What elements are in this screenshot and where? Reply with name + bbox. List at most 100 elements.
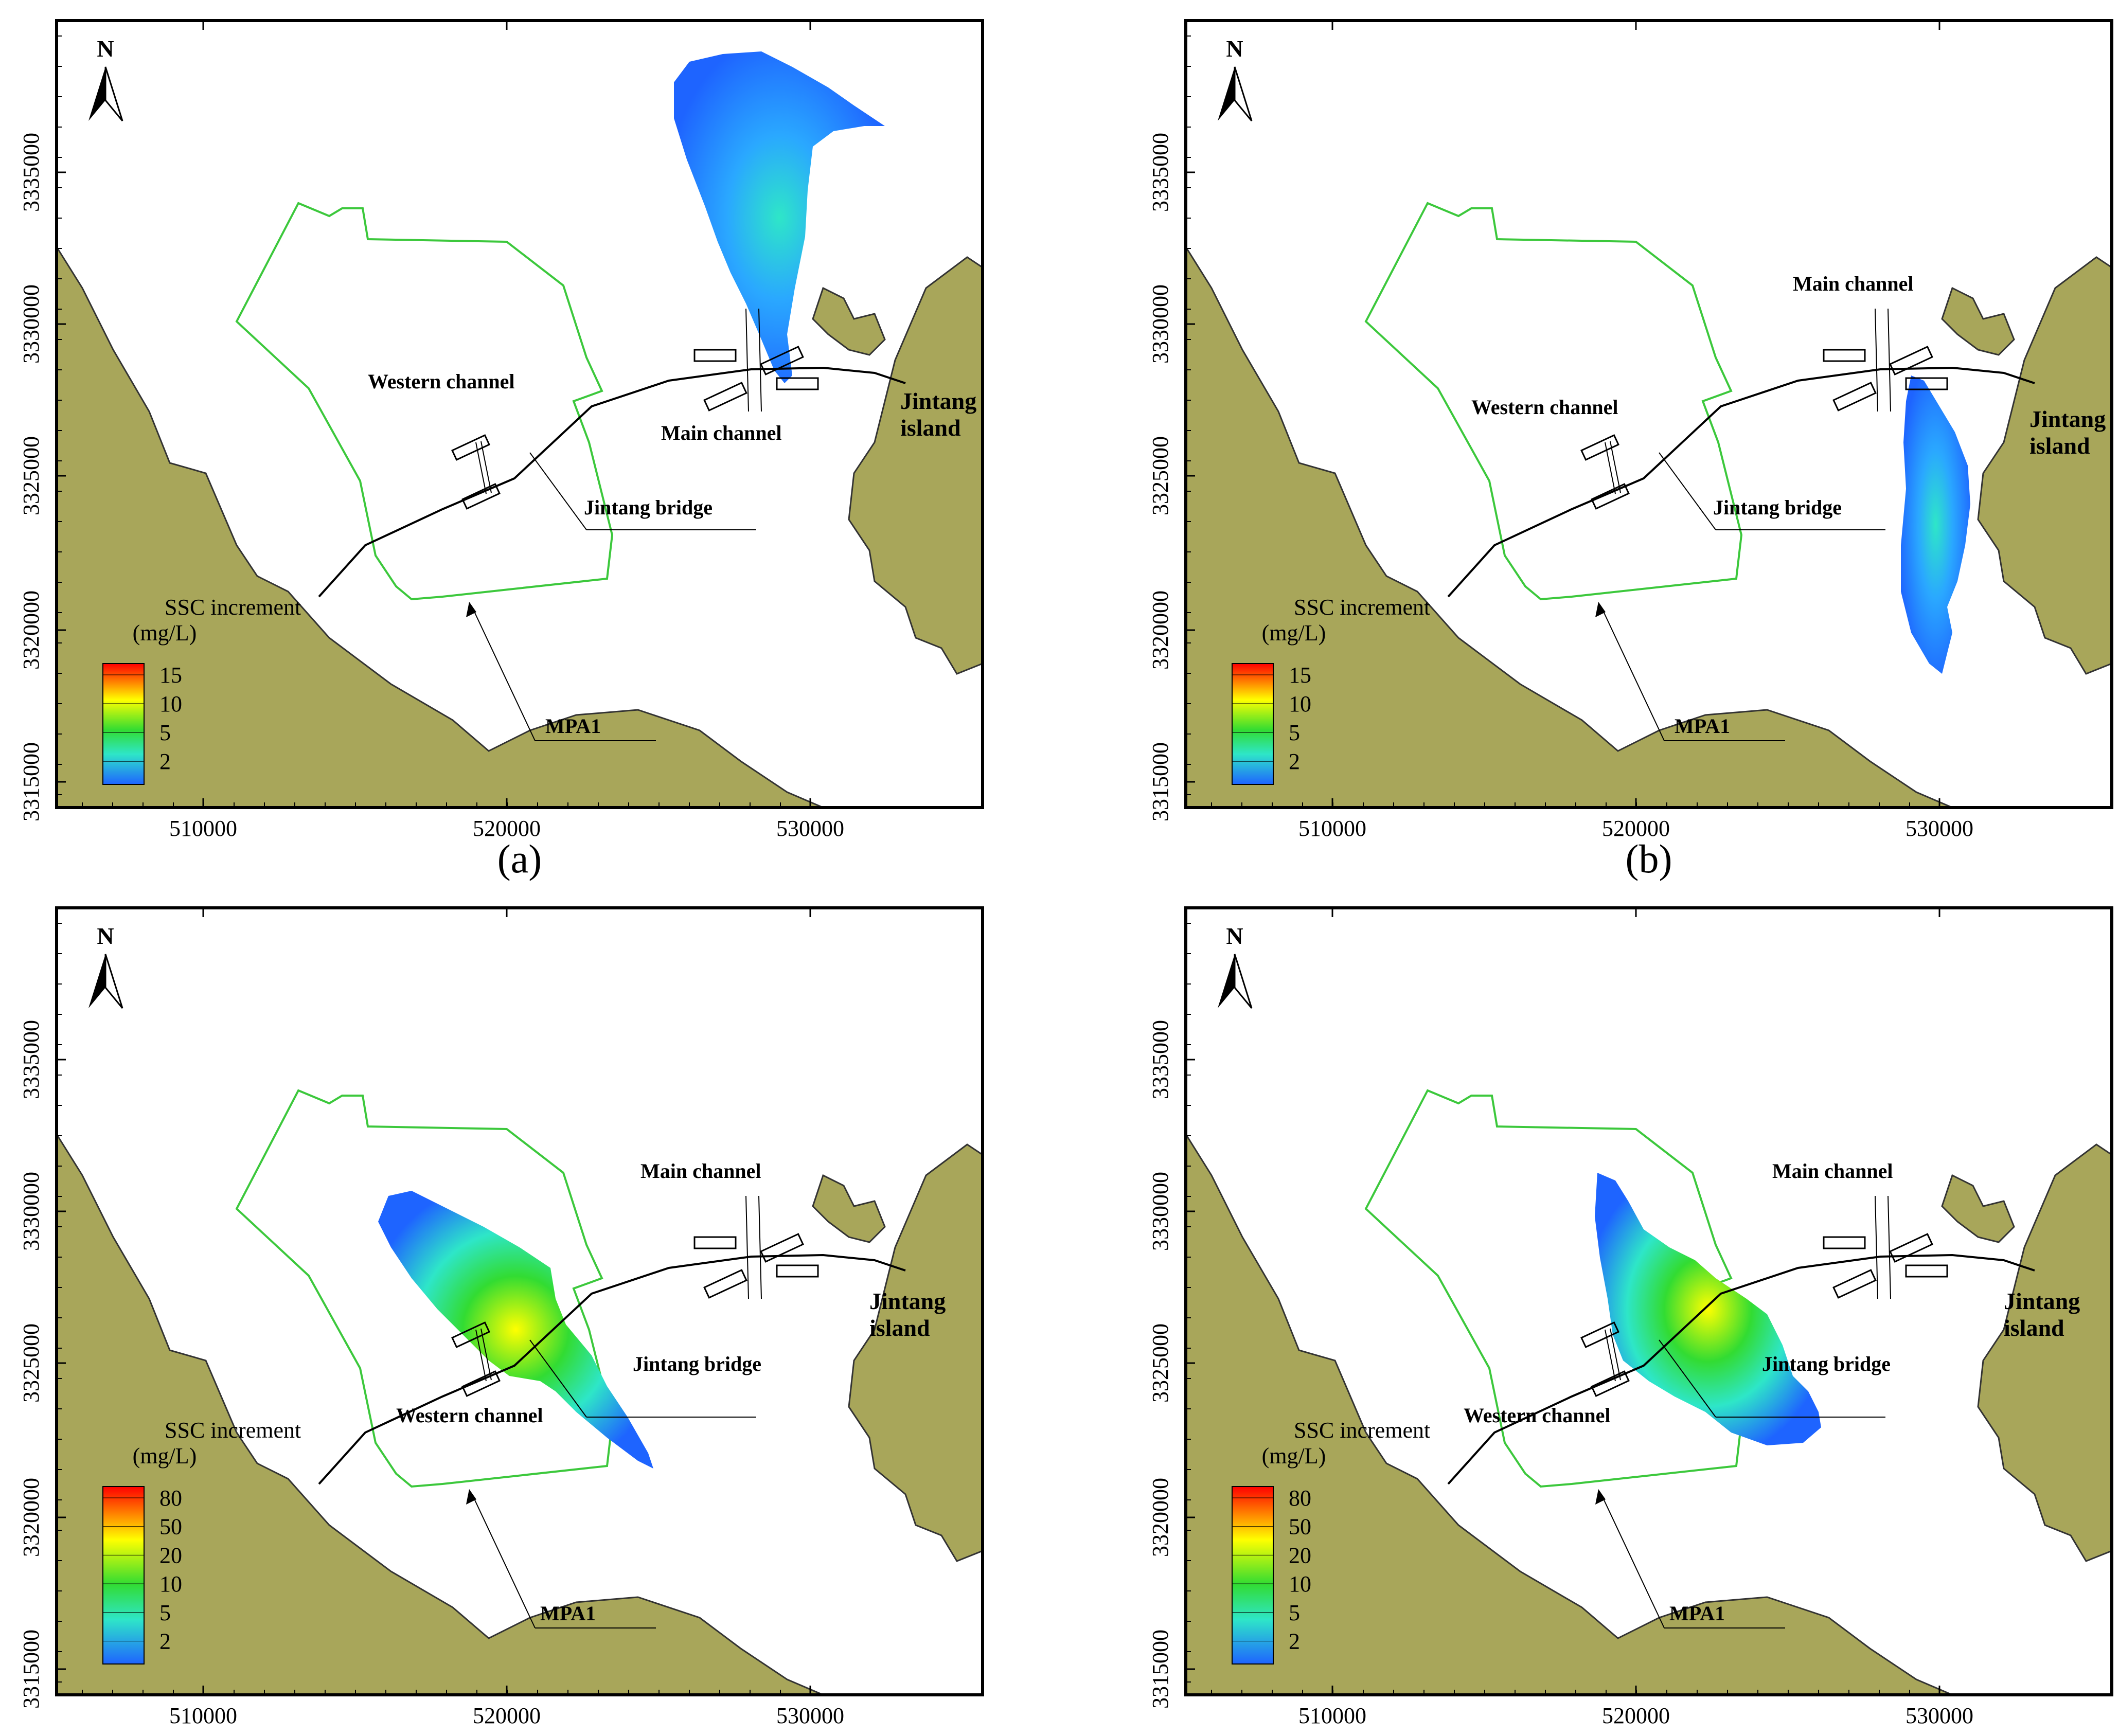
legend-colorbar [102,663,145,785]
y-tick-3335000: 3335000 [19,133,44,212]
y-tick-3320000: 3320000 [1148,590,1173,670]
legend-colorbar [1232,663,1274,785]
label-mpa1: MPA1 [1675,714,1730,738]
legend-label-10: 10 [159,1571,182,1597]
main-channel-pier [776,1264,819,1278]
legend-units: (mg/L) [1262,620,1326,646]
legend-label-50: 50 [1289,1514,1311,1540]
north-arrow-icon [88,954,105,1008]
mpa1-boundary [235,1089,614,1488]
label-western-channel: Western channel [1464,1404,1611,1427]
ssc-plume [378,1191,653,1469]
legend-label-50: 50 [159,1514,182,1540]
islet [1941,1174,2015,1243]
label-jintang-island-line2: island [2029,433,2090,459]
y-tick-3325000: 3325000 [19,1323,44,1403]
main-channel-pier [776,377,819,390]
y-tick-3325000: 3325000 [1148,1323,1173,1403]
main-channel-pier [703,382,747,411]
legend-colorbar [1232,1486,1274,1665]
label-western-channel: Western channel [368,370,515,393]
legend-label-5: 5 [159,1600,171,1625]
x-tick-510000: 510000 [1298,816,1366,841]
legend-label-5: 5 [1289,1600,1300,1625]
main-channel-pier [1889,1233,1933,1263]
y-tick-3330000: 3330000 [1148,1172,1173,1251]
jintang-island-land [1977,256,2112,675]
main-channel-pier [760,1233,804,1263]
legend-label-10: 10 [1289,691,1311,717]
x-tick-520000: 520000 [1602,1703,1670,1728]
y-tick-3315000: 3315000 [1148,742,1173,821]
y-tick-3320000: 3320000 [19,590,44,670]
jintang-bridge-line [318,366,906,598]
legend-title: SSC increment [165,1418,301,1443]
y-tick-3335000: 3335000 [19,1020,44,1099]
jintang-island-land [1977,1143,2112,1562]
main-channel-pier [1905,377,1948,390]
x-tick-510000: 510000 [1298,1703,1366,1728]
north-arrow-icon [1218,67,1235,121]
y-tick-3335000: 3335000 [1148,133,1173,212]
x-tick-530000: 530000 [1906,1703,1973,1728]
main-channel-pier [1832,1269,1877,1299]
legend-label-15: 15 [159,663,182,688]
jintang-bridge-line [1447,366,2035,598]
label-mpa1: MPA1 [545,714,601,738]
label-jintang-bridge: Jintang bridge [633,1352,761,1375]
y-tick-3315000: 3315000 [19,1630,44,1709]
label-western-channel: Western channel [396,1404,543,1427]
main-channel-pier [760,346,804,375]
label-main-channel: Main channel [1793,272,1913,295]
label-jintang-island-line2: island [2004,1315,2064,1341]
y-tick-3315000: 3315000 [19,742,44,821]
x-tick-530000: 530000 [776,1703,844,1728]
legend-label-80: 80 [159,1486,182,1511]
main-channel-pier [1823,349,1866,362]
jintang-bridge-line [1447,1254,2035,1485]
x-tick-530000: 530000 [776,816,844,841]
label-jintang-island-line1: Jintang [2029,406,2106,432]
y-tick-3315000: 3315000 [1148,1630,1173,1709]
y-tick-3320000: 3320000 [1148,1478,1173,1557]
north-label: N [1226,923,1243,949]
legend-title: SSC increment [1294,595,1430,620]
main-channel-pier [693,1236,737,1249]
label-jintang-bridge: Jintang bridge [584,496,713,519]
x-tick-530000: 530000 [1906,816,1973,841]
mpa1-boundary [235,202,614,601]
main-channel-pier [1823,1236,1866,1249]
main-channel-pier [1889,346,1933,375]
mainland-coast [1186,1133,1953,1695]
legend-title: SSC increment [165,595,301,620]
mainland-coast [1186,245,1953,808]
label-jintang-island-line1: Jintang [900,388,976,414]
y-tick-3325000: 3325000 [19,436,44,515]
jintang-island-land [848,1143,983,1562]
map-frame [55,19,984,809]
main-channel-pier [693,349,737,362]
mainland-coast [57,245,824,808]
legend-title: SSC increment [1294,1418,1430,1443]
map-frame [55,906,984,1696]
main-channel-pier [703,1269,747,1299]
ssc-plume [1901,375,1970,674]
legend-label-2: 2 [159,749,171,774]
label-mpa1: MPA1 [540,1602,596,1625]
legend-units: (mg/L) [133,620,197,646]
map-panel-c: Western channel Main channel Jintang bridg… [19,906,984,1728]
jintang-bridge-line [318,1254,906,1485]
legend-label-80: 80 [1289,1486,1311,1511]
label-jintang-island-line2: island [900,415,961,441]
panel-caption-a: (a) [497,836,542,881]
main-channel-pier [1832,382,1877,411]
legend-units: (mg/L) [133,1443,197,1469]
x-tick-510000: 510000 [169,1703,237,1728]
y-tick-3335000: 3335000 [1148,1020,1173,1099]
label-western-channel: Western channel [1471,396,1618,419]
label-main-channel: Main channel [661,421,781,444]
label-jintang-bridge: Jintang bridge [1762,1352,1891,1375]
ssc-plume [1595,1173,1821,1445]
legend-label-2: 2 [1289,749,1300,774]
north-arrow-icon [1218,954,1235,1008]
